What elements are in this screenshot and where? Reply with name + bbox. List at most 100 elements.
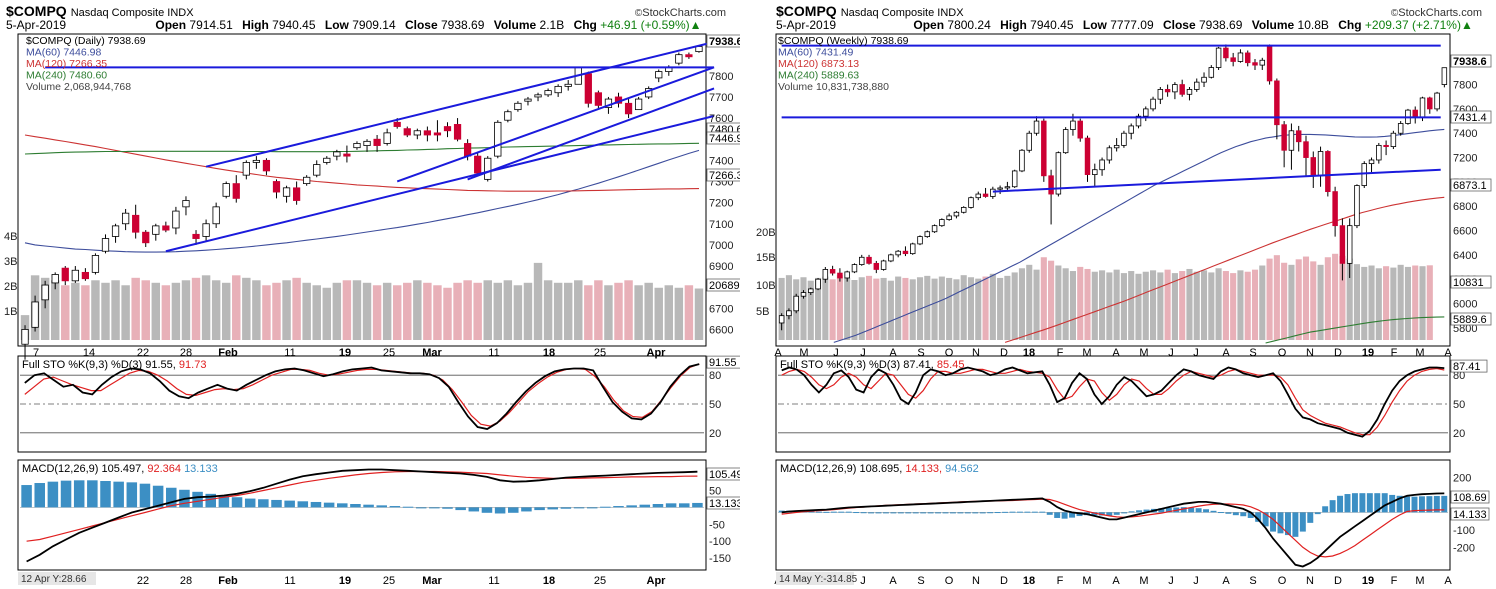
daily-macd-hist-bar xyxy=(100,480,111,508)
daily-candle-body xyxy=(81,271,90,280)
daily-macd-hist-bar xyxy=(152,485,164,508)
weekly-volume-bar xyxy=(975,278,982,340)
weekly-candle-body xyxy=(1157,89,1164,100)
weekly-macd-hist-bar xyxy=(1076,512,1083,517)
weekly-candle-body xyxy=(1325,151,1331,193)
weekly-volume-bar xyxy=(1208,272,1215,340)
weekly-volume-bar xyxy=(1244,271,1251,340)
weekly-macd-hist-bar xyxy=(949,512,956,514)
daily-volume-bar xyxy=(342,280,352,340)
weekly-price-tick: 7200 xyxy=(1453,153,1477,165)
weekly-x-label: A xyxy=(1112,347,1120,359)
weekly-chg-arrow-icon: ▲ xyxy=(1460,18,1473,32)
weekly-volume-bar xyxy=(836,275,843,340)
daily-candle-body xyxy=(634,98,643,111)
daily-symbol-row: $COMPQ Nasdaq Composite INDX xyxy=(6,3,194,19)
weekly-volume-bar xyxy=(1026,264,1033,340)
weekly-macd-hist-bar xyxy=(1426,496,1433,513)
weekly-macd-hist-bar xyxy=(1411,496,1418,513)
weekly-macd-tag-box xyxy=(1450,490,1490,504)
daily-candle-body xyxy=(222,183,230,197)
weekly-candle-body xyxy=(1274,80,1280,126)
daily-macd-hist-bar xyxy=(258,499,269,508)
daily-legend-item: Volume 2,068,944,768 xyxy=(26,81,131,93)
weekly-volume-bar xyxy=(1069,271,1077,340)
weekly-macd-x-label: O xyxy=(945,575,954,587)
daily-macd-hist-bar xyxy=(60,480,72,508)
weekly-candle-body xyxy=(1194,81,1200,90)
weekly-volume-bar xyxy=(865,275,873,340)
daily-x-label: 11 xyxy=(284,347,295,359)
weekly-macd-hist-bar xyxy=(1314,512,1321,515)
daily-volume-bar xyxy=(322,287,332,340)
weekly-candle-body xyxy=(924,231,931,238)
weekly-candle-body xyxy=(1361,163,1367,186)
weekly-symbol: $COMPQ xyxy=(776,3,837,19)
weekly-candle-body xyxy=(866,256,872,264)
weekly-macd-hist-bar xyxy=(1255,512,1262,522)
daily-volume-bar xyxy=(40,277,50,340)
weekly-candle-body xyxy=(997,187,1003,190)
daily-candle-body xyxy=(61,267,69,282)
weekly-macd-hist-bar xyxy=(1203,509,1210,513)
daily-macd-hist-bar xyxy=(415,507,427,509)
weekly-volume-bar xyxy=(1288,264,1295,340)
daily-x-label: 22 xyxy=(137,347,149,359)
daily-brand[interactable]: ©StockCharts.com xyxy=(635,7,726,19)
weekly-macd-hist-bar xyxy=(1091,512,1098,516)
daily-price-tick: 7000 xyxy=(709,240,733,252)
weekly-candle-body xyxy=(1412,109,1418,118)
daily-date: 5-Apr-2019 xyxy=(6,18,67,32)
daily-macd-tag: 13.133 xyxy=(709,498,740,510)
daily-volume-bar xyxy=(292,277,301,340)
weekly-candle-body xyxy=(1317,151,1324,177)
weekly-macd-hist-bar xyxy=(853,512,860,514)
weekly-candle-body xyxy=(1077,120,1083,139)
weekly-legend-item: $COMPQ (Weekly) 7938.69 xyxy=(778,35,909,47)
weekly-price-tag: 7938.6 xyxy=(1453,56,1487,68)
daily-volume-bar xyxy=(423,282,432,340)
weekly-volume-bar xyxy=(1142,271,1149,340)
weekly-candle-body xyxy=(778,315,785,324)
daily-macd-hist-bar xyxy=(192,491,203,508)
weekly-macd-hist-bar xyxy=(845,511,852,513)
weekly-price-tag-box xyxy=(1450,178,1492,192)
weekly-candle-body xyxy=(1135,115,1142,127)
weekly-sto-tick: 80 xyxy=(1453,370,1465,382)
weekly-high-label: High xyxy=(1000,18,1027,32)
daily-candle-body xyxy=(584,73,592,104)
daily-footer: 12 Apr Y:28.66 xyxy=(21,574,87,585)
daily-ohlc-row: 5-Apr-2019 Open 7914.51 High 7940.45 Low… xyxy=(6,18,702,32)
weekly-macd-x-label: J xyxy=(860,575,866,587)
weekly-price-tag-box xyxy=(1450,312,1492,326)
daily-candle-body xyxy=(101,238,110,252)
weekly-price-frame xyxy=(775,33,1451,347)
weekly-close: 7938.69 xyxy=(1199,18,1243,32)
weekly-volume-bar xyxy=(1149,270,1157,340)
daily-candle-body xyxy=(453,124,462,140)
weekly-chg: +209.37 (+2.71%) xyxy=(1364,18,1461,32)
weekly-macd-x-label: 19 xyxy=(1362,575,1374,587)
weekly-volume-bar xyxy=(1273,255,1280,340)
weekly-macd-hist-bar xyxy=(1404,496,1411,513)
daily-volume-bar xyxy=(604,285,613,340)
weekly-macd-hist-bar xyxy=(1351,493,1358,513)
daily-macd-hist-bar xyxy=(613,506,624,508)
weekly-volume-bar xyxy=(1077,266,1084,340)
weekly-volume-bar xyxy=(1353,264,1361,340)
weekly-volume-bar xyxy=(1157,272,1164,340)
weekly-macd-x-label: A xyxy=(889,575,897,587)
weekly-brand[interactable]: ©StockCharts.com xyxy=(1391,7,1482,19)
daily-candle-body xyxy=(564,83,572,87)
weekly-candle-body xyxy=(1368,159,1375,165)
daily-macd-title: MACD(12,26,9) 105.497, 92.364 13.133 xyxy=(22,463,218,475)
daily-x-label: 7 xyxy=(33,347,39,359)
daily-volume-tick: 1B xyxy=(4,306,17,318)
daily-macd-hist-bar xyxy=(218,495,230,508)
daily-volume: 2.1B xyxy=(539,18,565,32)
weekly-candle-body xyxy=(1099,159,1105,171)
weekly-x-label: D xyxy=(1334,347,1342,359)
weekly-macd-hist-bar xyxy=(1225,512,1232,514)
weekly-volume-bar xyxy=(1281,262,1288,340)
weekly-x-label: J xyxy=(860,347,866,359)
